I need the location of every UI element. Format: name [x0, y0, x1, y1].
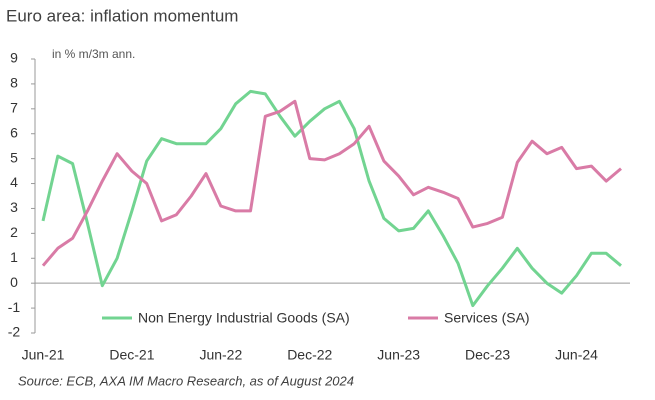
- x-tick-label: Jun-22: [199, 347, 242, 363]
- source-note: Source: ECB, AXA IM Macro Research, as o…: [18, 373, 354, 388]
- y-tick-label: 3: [10, 199, 18, 215]
- y-tick-label: 6: [10, 124, 18, 140]
- y-tick-label: -1: [8, 299, 21, 315]
- chart-title: Euro area: inflation momentum: [6, 6, 238, 25]
- series-line: [41, 89, 622, 308]
- x-tick-label: Dec-21: [109, 347, 154, 363]
- y-tick-label: -2: [8, 324, 21, 340]
- x-tick-label: Jun-24: [555, 347, 598, 363]
- y-tick-label: 7: [10, 100, 18, 116]
- x-tick-label: Dec-23: [465, 347, 510, 363]
- y-tick-label: 9: [10, 50, 18, 66]
- y-axis-label: in % m/3m ann.: [52, 47, 135, 61]
- x-tick-label: Jun-21: [22, 347, 65, 363]
- legend-label: Non Energy Industrial Goods (SA): [138, 310, 350, 326]
- x-tick-label: Dec-22: [287, 347, 332, 363]
- series-line: [41, 99, 622, 267]
- y-tick-label: 8: [10, 75, 18, 91]
- y-tick-label: 2: [10, 224, 18, 240]
- y-tick-label: 0: [10, 274, 18, 290]
- y-tick-label: 1: [10, 249, 18, 265]
- x-tick-label: Jun-23: [377, 347, 420, 363]
- y-tick-label: 4: [10, 174, 18, 190]
- legend-label: Services (SA): [444, 310, 530, 326]
- y-tick-label: 5: [10, 149, 18, 165]
